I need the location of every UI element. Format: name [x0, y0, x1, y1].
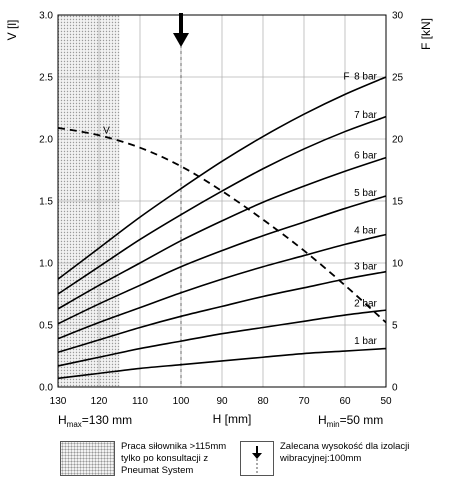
chart: 130 120 110 100 90 80 70 60 500.00.51.01.52.02.5… [5, 11, 433, 430]
legend-hatched-swatch [60, 441, 115, 476]
x-tick-label-6: 70 [298, 396, 310, 407]
legend-arrow-box [240, 441, 274, 476]
recommended-height-arrow-head [173, 33, 189, 47]
legend-hatched-line-3: Pneumat System [121, 465, 194, 476]
force-curve-label: 4 bar [354, 225, 377, 236]
legend-arrow-line-1: Zalecana wysokość dla izolacji [280, 441, 410, 452]
y-right-tick-label-6: 30 [392, 11, 404, 22]
y-left-tick-label-2: 1.0 [39, 259, 53, 270]
force-curve-5-bar [57, 195, 387, 325]
y-left-tick-label-0: 0.0 [39, 383, 53, 394]
y-left-tick-label-4: 2.0 [39, 135, 53, 146]
force-curve-label: 2 bar [354, 299, 377, 310]
force-curve-7-bar [57, 115, 387, 295]
down-arrow-icon [252, 446, 262, 475]
force-curve-label: 8 bar [354, 72, 377, 83]
x-tick-label-2: 110 [132, 396, 148, 407]
legend-arrow-line-2: wibracyjnej:100mm [280, 453, 362, 464]
y-right-tick-label-1: 5 [392, 321, 398, 332]
y-right-tick-label-0: 0 [392, 383, 398, 394]
force-curve-label: 5 bar [354, 188, 377, 199]
force-curve-3-bar [57, 270, 387, 354]
x-tick-label-3: 100 [173, 396, 190, 407]
force-series-label: F [343, 72, 349, 83]
y-left-tick-label-3: 1.5 [39, 197, 53, 208]
x-tick-label-7: 60 [339, 396, 351, 407]
force-curve-8-bar [57, 76, 387, 280]
x-tick-label-4: 90 [216, 396, 228, 407]
x-tick-label-0: 130 [50, 396, 67, 407]
force-curve-4-bar [57, 233, 387, 340]
force-curve-2-bar [57, 309, 387, 367]
volume-curve [57, 126, 387, 324]
legend-hatched-line-1: Praca siłownika >115mm [121, 441, 227, 452]
x-tick-label-1: 120 [91, 396, 108, 407]
y-right-tick-label-3: 15 [392, 197, 404, 208]
y-left-tick-label-6: 3.0 [39, 11, 53, 22]
y-right-axis-title: F [kN] [419, 18, 433, 50]
legend-arrow-text: Zalecana wysokość dla izolacji wibracyjn… [280, 441, 409, 465]
y-right-tick-label-5: 25 [392, 73, 404, 84]
legend-hatched-line-2: tylko po konsultacji z [121, 453, 209, 464]
volume-curve-label: V [103, 126, 110, 137]
x-axis-title: H [mm] [213, 412, 252, 426]
recommended-height-arrow-shaft [179, 13, 183, 35]
force-curve-label: 3 bar [354, 261, 377, 272]
x-tick-label-8: 50 [380, 396, 392, 407]
force-curve-1-bar [57, 347, 387, 380]
x-tick-label-5: 80 [257, 396, 269, 407]
legend-hatched-text: Praca siłownika >115mm tylko po konsulta… [121, 441, 226, 477]
plot-frame [57, 14, 387, 388]
y-right-tick-label-2: 10 [392, 259, 404, 270]
y-right-tick-label-4: 20 [392, 135, 404, 146]
force-curve-label: 6 bar [354, 150, 377, 161]
hmin-label: Hmin=50 mm [318, 413, 383, 429]
y-left-axis-title: V [l] [5, 20, 19, 41]
hmax-label: Hmax=130 mm [58, 413, 132, 429]
force-curve-6-bar [57, 156, 387, 310]
y-left-tick-label-1: 0.5 [39, 321, 53, 332]
y-left-tick-label-5: 2.5 [39, 73, 53, 84]
force-curve-label: 1 bar [354, 336, 377, 347]
force-curve-label: 7 bar [354, 110, 377, 121]
